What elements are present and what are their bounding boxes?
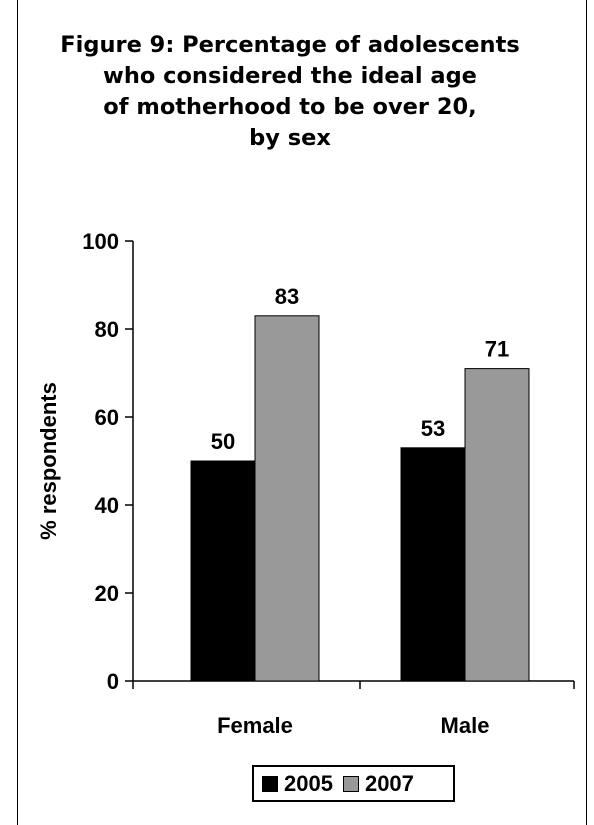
- chart-title: Figure 9: Percentage of adolescents who …: [40, 30, 540, 154]
- bar-2005-female: [190, 460, 256, 682]
- x-category-label: Female: [217, 713, 293, 738]
- y-tick-label: 100: [82, 229, 119, 254]
- legend-label: 2005: [284, 770, 333, 796]
- chart-frame: [17, 0, 587, 825]
- x-category-label: Male: [441, 713, 490, 738]
- bar-2007-male: [464, 368, 530, 682]
- chart-title-line: of motherhood to be over 20,: [103, 94, 477, 120]
- chart-title-line: Figure 9: Percentage of adolescents: [60, 32, 520, 58]
- y-tick-label: 80: [95, 317, 119, 342]
- y-tick-label: 0: [107, 669, 119, 694]
- legend-item: 2005: [262, 771, 333, 797]
- chart-title-line: who considered the ideal age: [103, 63, 477, 89]
- bar-data-label: 50: [211, 429, 235, 454]
- y-tick-label: 60: [95, 405, 119, 430]
- legend-swatch-2007: [342, 775, 359, 792]
- bar-2005-male: [400, 447, 466, 682]
- bar-data-label: 71: [485, 337, 509, 362]
- legend-label: 2007: [364, 770, 414, 796]
- y-tick-label: 40: [95, 493, 119, 518]
- chart-title-line: by sex: [249, 125, 331, 151]
- bar-data-label: 53: [421, 416, 445, 441]
- bar-2007-female: [254, 315, 320, 682]
- bar-chart: 0 20 40 60 80 100 % respondents 50 83 Female 53 71 M…: [36, 229, 575, 738]
- y-axis-title: % respondents: [36, 382, 61, 540]
- legend-item: 2007: [342, 770, 414, 797]
- y-tick-label: 20: [95, 581, 119, 606]
- bar-data-label: 83: [275, 284, 299, 309]
- chart-legend: 2005 2007: [252, 765, 455, 802]
- legend-swatch-2005: [262, 775, 278, 792]
